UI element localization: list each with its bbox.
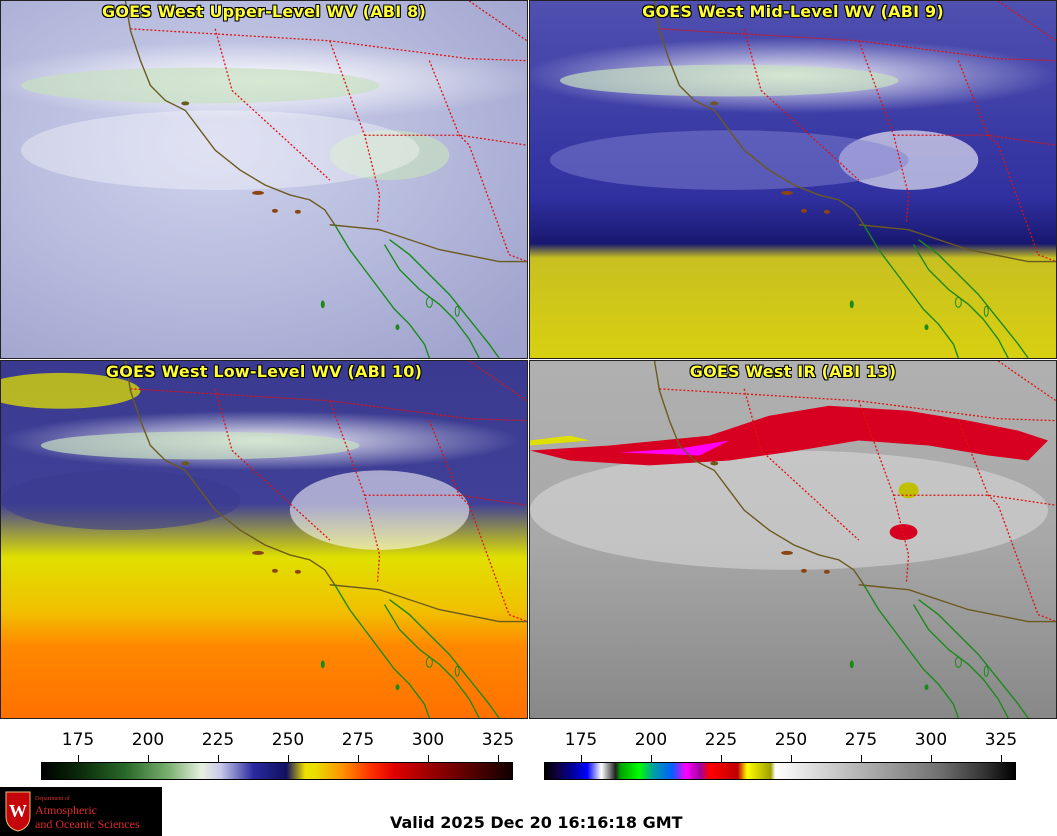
upper-level-wv-panel: GOES West Upper-Level WV (ABI 8)	[0, 0, 528, 359]
logo-line1: Department of	[35, 796, 70, 802]
colorbar-tick-mark	[931, 755, 932, 762]
panel-title: GOES West Low-Level WV (ABI 10)	[105, 362, 423, 381]
colorbar-tick-mark	[791, 755, 792, 762]
aos-logo: W Department of Atmospheric and Oceanic …	[0, 787, 162, 836]
colorbar-tick-mark	[428, 755, 429, 762]
mid-level-wv-panel: GOES West Mid-Level WV (ABI 9)	[529, 0, 1057, 359]
ir-image	[530, 361, 1056, 718]
colorbar-tick-label: 225	[704, 730, 738, 750]
colorbar-tick-label: 225	[201, 730, 235, 750]
logo-line2: Atmospheric	[35, 803, 97, 817]
colorbar-tick-label: 325	[984, 730, 1018, 750]
colorbar-tick-mark	[651, 755, 652, 762]
colorbar-tick-label: 250	[271, 730, 305, 750]
colorbar-tick-label: 300	[411, 730, 445, 750]
panel-title: GOES West Upper-Level WV (ABI 8)	[102, 2, 426, 21]
upper-level-wv-image	[1, 1, 527, 358]
colorbar-tick-label: 275	[844, 730, 878, 750]
svg-text:W: W	[9, 801, 27, 821]
colorbar-tick-label: 200	[131, 730, 165, 750]
low-level-wv-panel: GOES West Low-Level WV (ABI 10)	[0, 360, 528, 719]
ir-panel: GOES West IR (ABI 13)	[529, 360, 1057, 719]
ir-colorbar-gradient	[544, 762, 1016, 780]
panel-title: GOES West Mid-Level WV (ABI 9)	[642, 2, 944, 21]
wv-colorbar-gradient	[41, 762, 513, 780]
mid-level-wv-image	[530, 1, 1056, 358]
ir-colorbar: 175 200 225 250 275 300 325	[544, 722, 1018, 782]
low-level-wv-image	[1, 361, 527, 718]
logo-line3: and Oceanic Sciences	[35, 817, 140, 831]
colorbar-tick-label: 250	[774, 730, 808, 750]
colorbar-tick-label: 325	[481, 730, 515, 750]
colorbar-tick-mark	[581, 755, 582, 762]
colorbar-tick-label: 300	[914, 730, 948, 750]
colorbar-tick-label: 275	[341, 730, 375, 750]
colorbar-tick-mark	[288, 755, 289, 762]
colorbar-tick-mark	[218, 755, 219, 762]
panel-title: GOES West IR (ABI 13)	[689, 362, 897, 381]
colorbar-tick-mark	[358, 755, 359, 762]
wv-colorbar: 175 200 225 250 275 300 325	[41, 722, 515, 782]
colorbar-tick-label: 175	[564, 730, 598, 750]
colorbar-tick-mark	[1001, 755, 1002, 762]
colorbar-tick-mark	[861, 755, 862, 762]
colorbar-tick-mark	[78, 755, 79, 762]
colorbar-tick-mark	[498, 755, 499, 762]
colorbar-tick-label: 200	[634, 730, 668, 750]
colorbar-tick-mark	[148, 755, 149, 762]
colorbar-tick-label: 175	[61, 730, 95, 750]
colorbar-tick-mark	[721, 755, 722, 762]
uw-crest-icon: W	[5, 791, 31, 832]
valid-time: Valid 2025 Dec 20 16:16:18 GMT	[390, 813, 683, 832]
